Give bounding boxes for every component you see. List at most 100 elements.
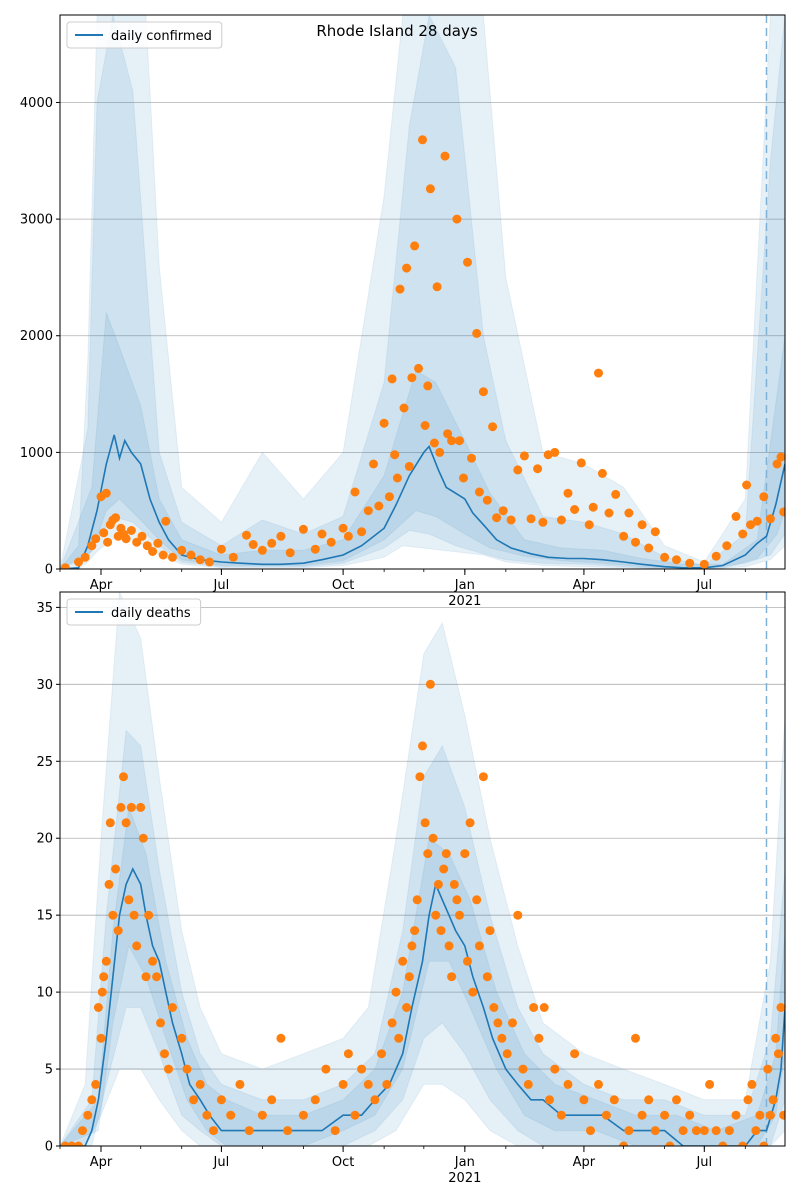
data-point bbox=[321, 1064, 331, 1074]
data-point bbox=[755, 1110, 765, 1120]
y-tick-label: 5 bbox=[45, 1063, 53, 1078]
data-point bbox=[126, 526, 136, 535]
data-point bbox=[576, 458, 586, 468]
uncertainty-band bbox=[60, 15, 785, 569]
legend-label: daily confirmed bbox=[111, 29, 212, 44]
data-point bbox=[350, 487, 360, 497]
data-point bbox=[357, 1064, 367, 1074]
data-point bbox=[226, 1110, 236, 1120]
data-point bbox=[529, 1003, 539, 1012]
data-point bbox=[672, 1095, 681, 1105]
data-point bbox=[771, 1033, 781, 1043]
data-point bbox=[78, 1126, 87, 1136]
x-tick-label: Jan bbox=[454, 1155, 475, 1170]
data-point bbox=[137, 531, 147, 541]
data-point bbox=[539, 1003, 549, 1012]
data-point bbox=[685, 1110, 695, 1120]
data-point bbox=[526, 514, 536, 524]
data-point bbox=[74, 1141, 83, 1146]
data-point bbox=[410, 926, 420, 936]
series-line bbox=[60, 867, 785, 1146]
data-point bbox=[776, 1003, 785, 1012]
data-point bbox=[776, 452, 785, 462]
data-point bbox=[132, 941, 142, 951]
data-point bbox=[113, 926, 123, 936]
data-point bbox=[126, 802, 136, 812]
data-point bbox=[384, 492, 394, 502]
data-point bbox=[177, 1033, 187, 1043]
data-point bbox=[550, 1064, 560, 1074]
legend-box bbox=[66, 21, 223, 49]
data-point bbox=[460, 849, 470, 859]
data-point bbox=[489, 1003, 499, 1012]
data-point bbox=[759, 492, 769, 502]
data-point bbox=[455, 910, 464, 920]
y-tick-label: 1000 bbox=[20, 446, 53, 461]
data-point bbox=[93, 1003, 103, 1012]
data-point bbox=[604, 508, 614, 518]
data-point bbox=[492, 513, 502, 523]
data-point bbox=[746, 520, 756, 530]
data-point bbox=[153, 538, 163, 548]
plot-area bbox=[60, 592, 785, 1146]
data-point bbox=[161, 516, 171, 526]
data-point bbox=[611, 489, 621, 499]
legend-label: daily deaths bbox=[111, 606, 191, 621]
data-point bbox=[370, 1095, 380, 1105]
data-point bbox=[556, 1110, 566, 1120]
data-point bbox=[459, 473, 468, 483]
data-point bbox=[550, 447, 560, 457]
data-point bbox=[584, 520, 594, 530]
data-point bbox=[410, 241, 420, 251]
data-point bbox=[665, 1141, 675, 1146]
data-point bbox=[508, 1018, 517, 1028]
data-point bbox=[768, 1095, 778, 1105]
y-tick-label: 25 bbox=[36, 755, 53, 770]
data-point bbox=[631, 1033, 640, 1043]
data-point bbox=[478, 772, 488, 782]
data-point bbox=[357, 527, 367, 537]
data-point bbox=[148, 956, 158, 966]
data-point bbox=[298, 524, 308, 534]
data-point bbox=[398, 956, 408, 966]
data-point bbox=[60, 563, 70, 569]
data-point bbox=[91, 1079, 101, 1089]
data-point bbox=[387, 374, 397, 384]
data-point bbox=[650, 527, 660, 537]
data-point bbox=[108, 910, 118, 920]
data-point bbox=[189, 1095, 199, 1105]
data-point bbox=[624, 508, 634, 518]
data-point bbox=[267, 1095, 277, 1105]
legend: daily confirmed bbox=[66, 21, 223, 49]
data-point bbox=[472, 328, 482, 338]
series-line bbox=[60, 434, 785, 569]
data-point bbox=[502, 1049, 512, 1059]
data-point bbox=[644, 1095, 654, 1105]
data-point bbox=[205, 557, 214, 567]
uncertainty-band bbox=[60, 15, 785, 569]
data-point bbox=[711, 1126, 721, 1136]
data-point bbox=[374, 501, 384, 511]
data-point bbox=[506, 515, 516, 525]
data-point bbox=[285, 548, 295, 558]
data-point bbox=[96, 1033, 106, 1043]
data-point bbox=[257, 545, 267, 555]
data-point bbox=[609, 1095, 619, 1105]
data-point bbox=[390, 450, 400, 460]
data-point bbox=[121, 534, 131, 544]
data-point bbox=[513, 910, 523, 920]
data-point bbox=[326, 537, 336, 547]
data-point bbox=[545, 1095, 554, 1105]
data-point bbox=[310, 544, 320, 554]
data-point bbox=[738, 1141, 748, 1146]
data-point bbox=[310, 1095, 320, 1105]
data-point bbox=[429, 438, 439, 448]
data-point bbox=[142, 541, 152, 551]
uncertainty-band bbox=[60, 729, 785, 1146]
data-point bbox=[402, 263, 412, 273]
data-point bbox=[330, 1126, 340, 1136]
data-point bbox=[168, 552, 177, 562]
data-point bbox=[463, 257, 472, 267]
data-point bbox=[447, 972, 457, 982]
axes-frame bbox=[59, 591, 786, 1147]
